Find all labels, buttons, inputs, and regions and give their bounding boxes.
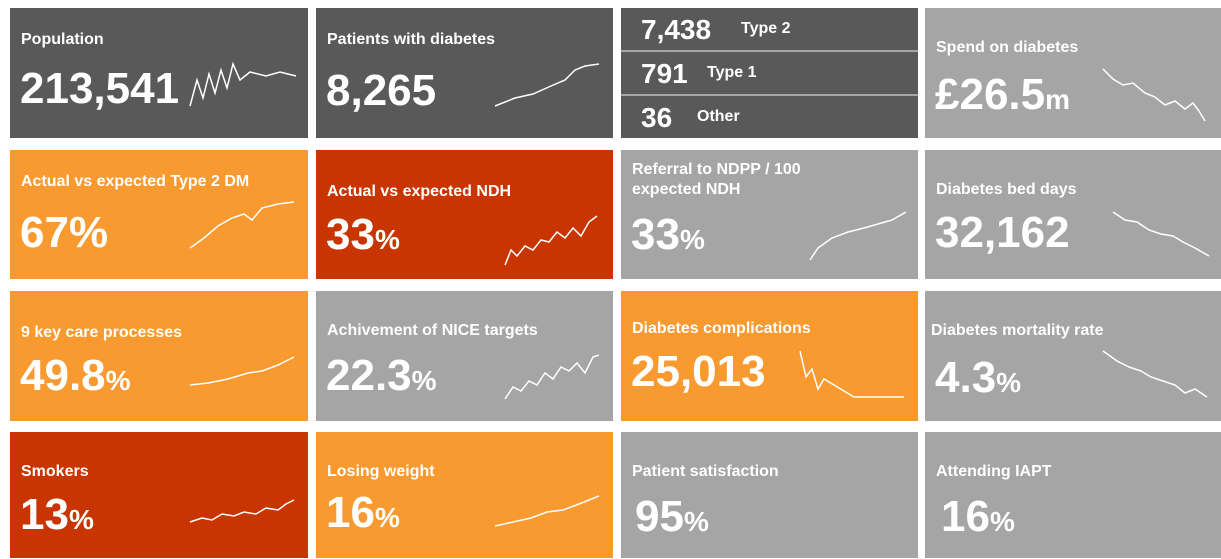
type-row: 791 Type 1 (621, 52, 918, 96)
row-value: 7,438 (641, 14, 712, 45)
tile-value: 67% (20, 208, 109, 257)
tile-title: Diabetes mortality rate (931, 322, 1104, 339)
tile-value: 25,013 (631, 347, 766, 396)
tile: Referral to NDPP / 100 expected NDH 33% (621, 150, 918, 279)
value-unit: % (989, 506, 1015, 537)
tile-value: 8,265 (326, 66, 437, 115)
tile-title: Diabetes bed days (936, 181, 1077, 198)
tile-title: Achivement of NICE targets (327, 322, 538, 339)
tile-title: Population (21, 31, 104, 48)
value-number: 33 (631, 210, 680, 259)
tile-title: Referral to NDPP / 100 expected NDH (632, 161, 801, 198)
sparkline (1102, 68, 1206, 122)
sparkline (189, 499, 295, 523)
tile-value: 22.3% (326, 351, 437, 401)
tile: Patients with diabetes 8,265 (316, 8, 613, 138)
sparkline (494, 63, 600, 107)
tile-title: Losing weight (327, 463, 435, 480)
tile: Population 213,541 (10, 8, 308, 138)
value-unit: m (1045, 84, 1071, 115)
sparkline (189, 356, 295, 386)
tile: Diabetes bed days 32,162 (925, 150, 1221, 279)
tile: Spend on diabetes £26.5m (925, 8, 1221, 138)
sparkline (799, 350, 904, 398)
tile: Achivement of NICE targets 22.3% (316, 291, 613, 421)
value-number: 22.3 (326, 351, 412, 400)
sparkline (809, 211, 907, 261)
tile: 7,438 Type 2 791 Type 1 36 Other (621, 8, 918, 138)
tile-title: 9 key care processes (21, 324, 183, 341)
tile-title: Patients with diabetes (327, 31, 496, 48)
value-unit: % (683, 506, 709, 537)
tile-value: 33% (631, 210, 705, 260)
tile-value: 95% (635, 492, 709, 542)
sparkline (504, 215, 598, 266)
value-unit: % (411, 365, 437, 396)
sparkline (189, 201, 295, 249)
value-number: 4.3 (935, 353, 997, 402)
value-number: 16 (326, 488, 375, 537)
value-number: 95 (635, 492, 684, 541)
sparkline (1102, 350, 1208, 398)
value-number: 16 (941, 492, 990, 541)
tile-title: Patient satisfaction (632, 463, 779, 480)
tile-title: Diabetes complications (632, 320, 811, 337)
value-unit: % (374, 502, 400, 533)
sparkline (1112, 211, 1210, 257)
row-label: Type 2 (741, 20, 791, 37)
value-unit: % (105, 365, 131, 396)
tile: Losing weight 16% (316, 432, 613, 558)
value-number: 49.8 (20, 351, 106, 400)
value-unit: % (68, 504, 94, 535)
tile-title: Actual vs expected Type 2 DM (21, 173, 250, 190)
value-unit: % (679, 224, 705, 255)
value-number: £26.5 (935, 70, 1046, 119)
sparkline (504, 354, 600, 400)
tile: Smokers 13% (10, 432, 308, 558)
tile: Attending IAPT 16% (925, 432, 1221, 558)
tile-value: 4.3% (935, 353, 1021, 403)
tile-value: 32,162 (935, 208, 1070, 257)
tile-value: 49.8% (20, 351, 131, 401)
tile-value: 16% (326, 488, 400, 538)
type-row: 36 Other (621, 96, 918, 138)
sparkline (189, 61, 297, 107)
row-label: Type 1 (707, 64, 757, 81)
tile-value: £26.5m (935, 70, 1070, 120)
tile: 9 key care processes 49.8% (10, 291, 308, 421)
tile-title: Smokers (21, 463, 89, 480)
tile-title: Attending IAPT (936, 463, 1052, 480)
row-label: Other (697, 108, 740, 125)
tile-value: 13% (20, 490, 94, 540)
tile-value: 33% (326, 210, 400, 260)
tile: Diabetes mortality rate 4.3% (925, 291, 1221, 421)
value-number: 33 (326, 210, 375, 259)
sparkline (494, 495, 600, 527)
row-value: 791 (641, 58, 688, 89)
tile: Diabetes complications 25,013 (621, 291, 918, 421)
tile-value: 213,541 (20, 64, 180, 113)
row-value: 36 (641, 102, 673, 133)
tile-value: 16% (941, 492, 1015, 542)
value-number: 13 (20, 490, 69, 539)
value-unit: % (996, 367, 1022, 398)
tile-title: Spend on diabetes (936, 39, 1079, 56)
tile: Actual vs expected NDH 33% (316, 150, 613, 279)
value-unit: % (374, 224, 400, 255)
tile: Patient satisfaction 95% (621, 432, 918, 558)
type-row: 7,438 Type 2 (621, 8, 918, 52)
tile-title: Actual vs expected NDH (327, 183, 512, 200)
tile: Actual vs expected Type 2 DM 67% (10, 150, 308, 279)
